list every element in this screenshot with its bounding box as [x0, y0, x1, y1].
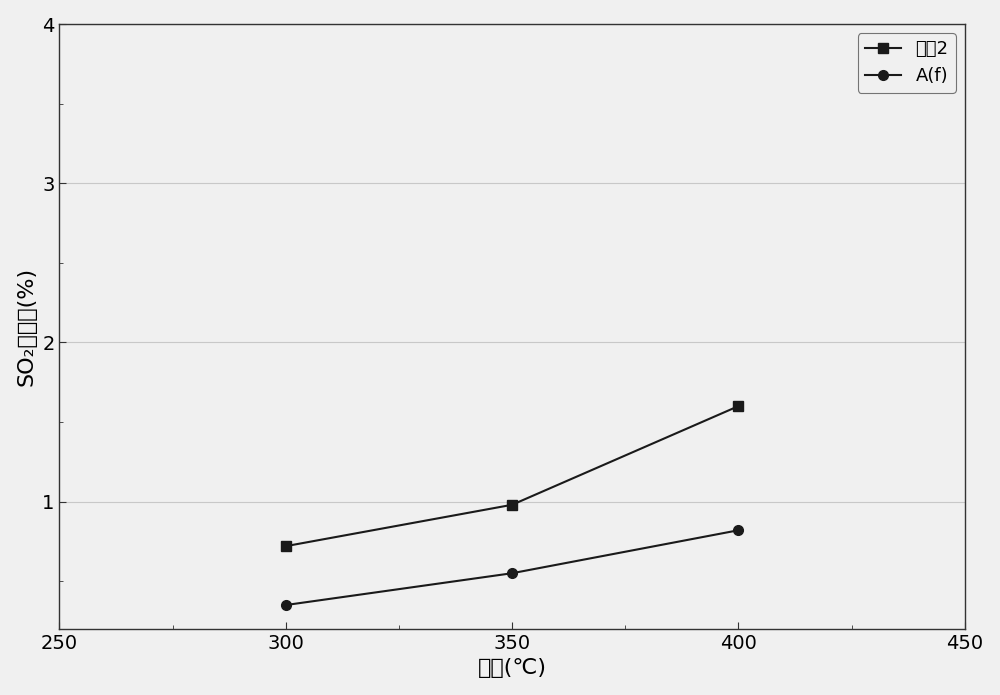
A(f) — [732, 526, 744, 534]
Line: 对比2: 对比2 — [281, 401, 743, 551]
Line: A(f): A(f) — [281, 525, 743, 610]
Y-axis label: SO₂氧化率(%): SO₂氧化率(%) — [17, 267, 37, 386]
A(f) — [506, 569, 518, 578]
对比2 — [280, 542, 292, 550]
对比2 — [506, 500, 518, 509]
Legend: 对比2, A(f): 对比2, A(f) — [858, 33, 956, 92]
A(f) — [280, 601, 292, 610]
X-axis label: 温度(℃): 温度(℃) — [478, 658, 547, 678]
对比2 — [732, 402, 744, 410]
